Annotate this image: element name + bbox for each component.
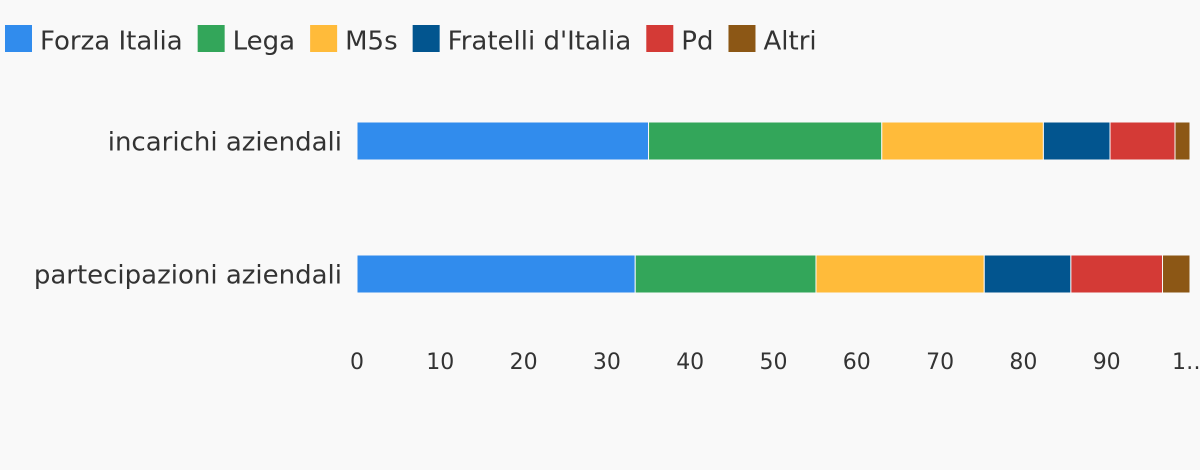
x-tick-label: 0 [350, 350, 364, 375]
x-tick-label: 30 [593, 350, 621, 375]
legend-label: Altri [763, 27, 816, 57]
legend-swatch [197, 25, 225, 52]
x-tick-label: 40 [676, 350, 704, 375]
bar-segment [1162, 254, 1191, 294]
bar-segment [1042, 121, 1111, 161]
legend-swatch [5, 25, 32, 52]
category-label: partecipazioni aziendali [34, 261, 342, 291]
bar-segment [983, 254, 1072, 294]
legend-label: Fratelli d'Italia [448, 27, 632, 57]
bar-segment [634, 254, 817, 294]
bar-segment [1109, 121, 1176, 161]
legend-label: M5s [345, 27, 398, 57]
legend-swatch [646, 25, 674, 52]
legend-swatch [728, 25, 756, 52]
bar-segment [356, 254, 636, 294]
x-tick-label: 70 [926, 350, 954, 375]
legend-swatch [310, 25, 338, 52]
category-label: incarichi aziendali [108, 128, 342, 158]
x-tick-label: 90 [1093, 350, 1121, 375]
bar-segment [1070, 254, 1164, 294]
x-tick-label: 1… [1172, 350, 1200, 375]
legend-swatch [412, 25, 440, 52]
x-tick-label: 50 [760, 350, 788, 375]
legend-label: Pd [681, 27, 713, 57]
bar-segment [1174, 121, 1191, 161]
x-tick-label: 60 [843, 350, 871, 375]
bar-segment [815, 254, 985, 294]
legend-label: Forza Italia [40, 27, 183, 57]
x-tick-label: 10 [426, 350, 454, 375]
bar-segment [356, 121, 650, 161]
bar-segment [881, 121, 1044, 161]
bar-segment [648, 121, 883, 161]
legend-label: Lega [233, 27, 295, 57]
x-tick-label: 80 [1009, 350, 1037, 375]
x-tick-label: 20 [510, 350, 538, 375]
